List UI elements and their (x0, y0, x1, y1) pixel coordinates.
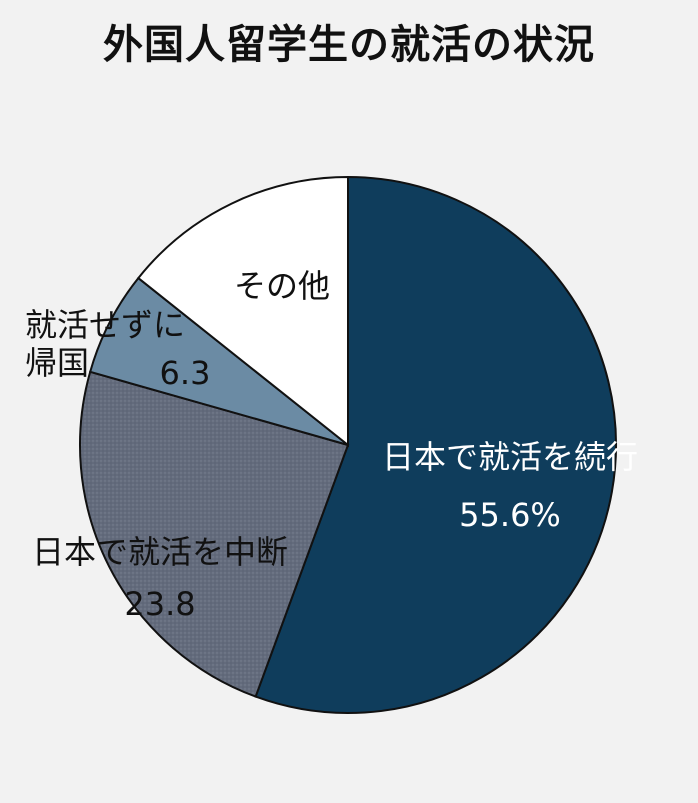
pie-slice (136, 175, 349, 448)
slice-value-label: 23.8 (124, 585, 195, 623)
pie-slice (79, 370, 350, 698)
slice-label: その他 (234, 267, 330, 305)
slice-value-label: 6.3 (160, 354, 211, 392)
slice-label: 帰国 (25, 344, 89, 382)
pie-slice (254, 175, 617, 714)
slice-label: 就活せずに (25, 306, 185, 344)
slice-label: 日本で就活を中断 (32, 533, 288, 571)
slice-label: 日本で就活を続行 (382, 438, 638, 476)
slice-value-label: 55.6% (459, 496, 561, 534)
chart-title: 外国人留学生の就活の状況 (103, 22, 595, 68)
